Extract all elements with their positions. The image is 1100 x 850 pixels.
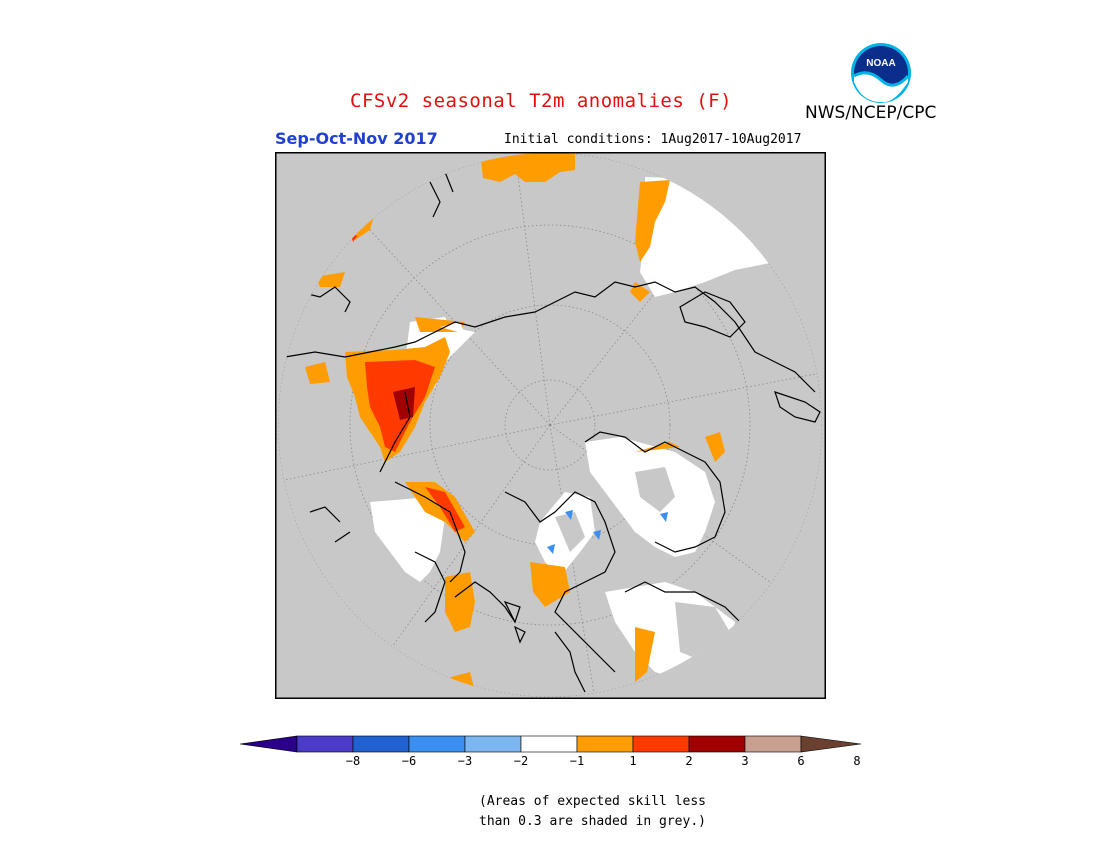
colorbar-tick-label: −1 <box>570 754 584 768</box>
colorbar-swatch <box>576 735 634 753</box>
coastlines <box>284 171 821 693</box>
colorbar-tick-label: −3 <box>458 754 472 768</box>
colorbar-tick-label: 6 <box>797 754 804 768</box>
colorbar-tick-label: −6 <box>402 754 416 768</box>
colorbar: −8 −6 −3 −2 −1 1 2 3 6 8 <box>240 735 862 768</box>
colorbar-tick-label: 8 <box>853 754 860 768</box>
colorbar-swatch <box>632 735 690 753</box>
noaa-logo-text: NOAA <box>866 58 895 69</box>
colorbar-swatches <box>240 735 862 753</box>
forecast-period: Sep-Oct-Nov 2017 <box>275 129 438 148</box>
colorbar-swatch <box>408 735 466 753</box>
footnote-line-2: than 0.3 are shaded in grey.) <box>479 814 706 829</box>
colorbar-swatch <box>296 735 354 753</box>
colorbar-high-arrow <box>800 735 862 753</box>
organization-label: NWS/NCEP/CPC <box>805 103 937 123</box>
colorbar-low-arrow <box>240 735 298 753</box>
colorbar-tick-label: 3 <box>741 754 748 768</box>
colorbar-swatch <box>352 735 410 753</box>
polar-anomaly-map <box>275 152 826 699</box>
colorbar-tick-label: 1 <box>629 754 636 768</box>
colorbar-tick-label: −2 <box>514 754 528 768</box>
colorbar-swatch <box>464 735 522 753</box>
colorbar-ticks: −8 −6 −3 −2 −1 1 2 3 6 8 <box>346 754 861 768</box>
footnote-line-1: (Areas of expected skill less <box>479 794 706 809</box>
colorbar-tick-label: −8 <box>346 754 360 768</box>
map-title: CFSv2 seasonal T2m anomalies (F) <box>350 90 733 112</box>
colorbar-swatch <box>688 735 746 753</box>
anomaly-fill <box>305 153 775 697</box>
colorbar-swatch <box>520 735 578 753</box>
colorbar-swatch <box>744 735 802 753</box>
initial-conditions: Initial conditions: 1Aug2017-10Aug2017 <box>504 132 802 147</box>
noaa-logo: NOAA <box>851 43 911 103</box>
colorbar-tick-label: 2 <box>685 754 692 768</box>
map-frame <box>275 152 826 699</box>
skill-footnote: (Areas of expected skill less than 0.3 a… <box>479 792 706 832</box>
